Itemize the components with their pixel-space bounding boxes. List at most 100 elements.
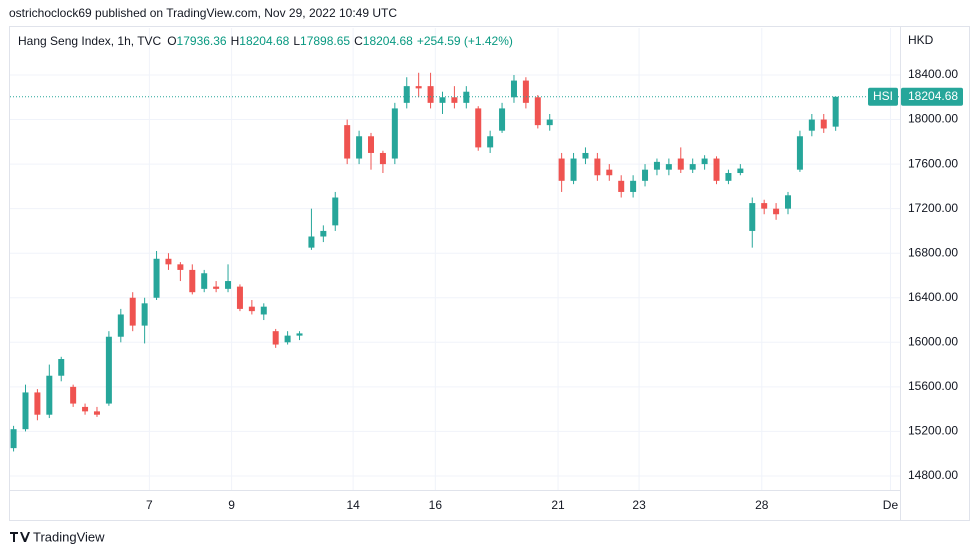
candle-body <box>618 180 625 192</box>
candle-body <box>594 158 601 176</box>
candle-body <box>642 169 649 181</box>
candle-body <box>522 80 529 103</box>
candle-body <box>701 158 708 165</box>
candle-body <box>213 286 220 289</box>
chart-frame <box>9 26 970 521</box>
candle-body <box>630 180 637 192</box>
header-title: Hang Seng Index, 1h, TVC <box>18 34 162 48</box>
candle-body <box>820 119 827 129</box>
candle-body <box>725 173 732 181</box>
candle-body <box>93 411 100 415</box>
candle-body <box>761 203 768 209</box>
change: +254.59 (+1.42%) <box>417 34 513 48</box>
x-tick-label: 21 <box>551 498 565 512</box>
series-name: HSI <box>873 89 893 103</box>
candle-body <box>427 86 434 103</box>
candle-body <box>475 108 482 148</box>
candle-body <box>570 158 577 181</box>
candle-body <box>558 158 565 181</box>
y-tick-label: 17600.00 <box>908 156 958 170</box>
y-tick-label: 14800.00 <box>908 468 958 482</box>
candle-body <box>356 136 363 159</box>
candle-body <box>582 152 589 159</box>
candle-body <box>546 119 553 126</box>
brand-logo <box>10 532 30 542</box>
x-tick-label: De <box>883 498 899 512</box>
candle-body <box>510 80 517 98</box>
candle-body <box>737 168 744 174</box>
candle-body <box>403 86 410 103</box>
candle-body <box>117 314 124 337</box>
ohlc-label: L <box>293 34 300 48</box>
candles <box>10 72 839 452</box>
candle-body <box>487 136 494 148</box>
ohlc-value: 17898.65 <box>300 34 350 48</box>
ohlc-value: 18204.68 <box>239 34 289 48</box>
candle-body <box>10 429 17 449</box>
currency: HKD <box>908 33 934 47</box>
candle-body <box>236 286 243 309</box>
candle-body <box>439 97 446 103</box>
candle-body <box>832 96 839 127</box>
candle-body <box>689 164 696 170</box>
candle-body <box>665 164 672 170</box>
ohlc-label: C <box>354 34 363 48</box>
y-tick-label: 16400.00 <box>908 290 958 304</box>
candle-body <box>284 335 291 343</box>
candle-body <box>451 97 458 103</box>
candle-body <box>201 273 208 289</box>
ohlc-label: H <box>231 34 240 48</box>
x-tick-label: 14 <box>346 498 360 512</box>
y-tick-label: 16000.00 <box>908 334 958 348</box>
candle-body <box>141 303 148 326</box>
ohlc-label: O <box>167 34 176 48</box>
y-tick-label: 18400.00 <box>908 67 958 81</box>
y-tick-label: 18000.00 <box>908 112 958 126</box>
candle-body <box>344 125 351 159</box>
candle-body <box>749 203 756 231</box>
candle-body <box>308 236 315 248</box>
candle-body <box>534 97 541 126</box>
candle-body <box>260 306 267 315</box>
candle-body <box>499 108 506 131</box>
candle-body <box>713 158 720 181</box>
candle-body <box>332 197 339 226</box>
publisher: ostrichoclock69 published on TradingView… <box>9 6 397 20</box>
candle-body <box>808 119 815 131</box>
candle-body <box>463 91 470 103</box>
last-price: 18204.68 <box>908 89 958 103</box>
candle-body <box>70 386 77 404</box>
candle-body <box>46 375 53 415</box>
x-tick-label: 7 <box>146 498 153 512</box>
candle-body <box>296 333 303 336</box>
candle-body <box>773 208 780 215</box>
series-tag <box>868 87 898 106</box>
candle-body <box>272 331 279 345</box>
candle-body <box>379 152 386 165</box>
candle-body <box>606 169 613 176</box>
ohlc-value: 18204.68 <box>363 34 413 48</box>
candle-body <box>177 264 184 270</box>
candle-body <box>82 406 89 412</box>
candle-body <box>248 306 255 312</box>
candle-body <box>189 269 196 293</box>
candle-body <box>22 392 29 430</box>
ohlc-value: 17936.36 <box>177 34 227 48</box>
candle-body <box>58 359 65 376</box>
candle-body <box>368 136 375 153</box>
y-tick-label: 17200.00 <box>908 201 958 215</box>
candle-body <box>105 336 112 404</box>
candle-body <box>653 161 660 170</box>
y-tick-label: 15600.00 <box>908 379 958 393</box>
candle-body <box>129 297 136 326</box>
x-tick-label: 23 <box>632 498 646 512</box>
x-tick-label: 9 <box>228 498 235 512</box>
candle-body <box>34 392 41 415</box>
price-tag <box>901 87 963 106</box>
candle-body <box>225 281 232 289</box>
y-tick-label: 15200.00 <box>908 424 958 438</box>
candle-body <box>320 230 327 237</box>
candle-body <box>153 258 160 298</box>
x-tick-label: 16 <box>429 498 443 512</box>
candle-body <box>785 195 792 209</box>
